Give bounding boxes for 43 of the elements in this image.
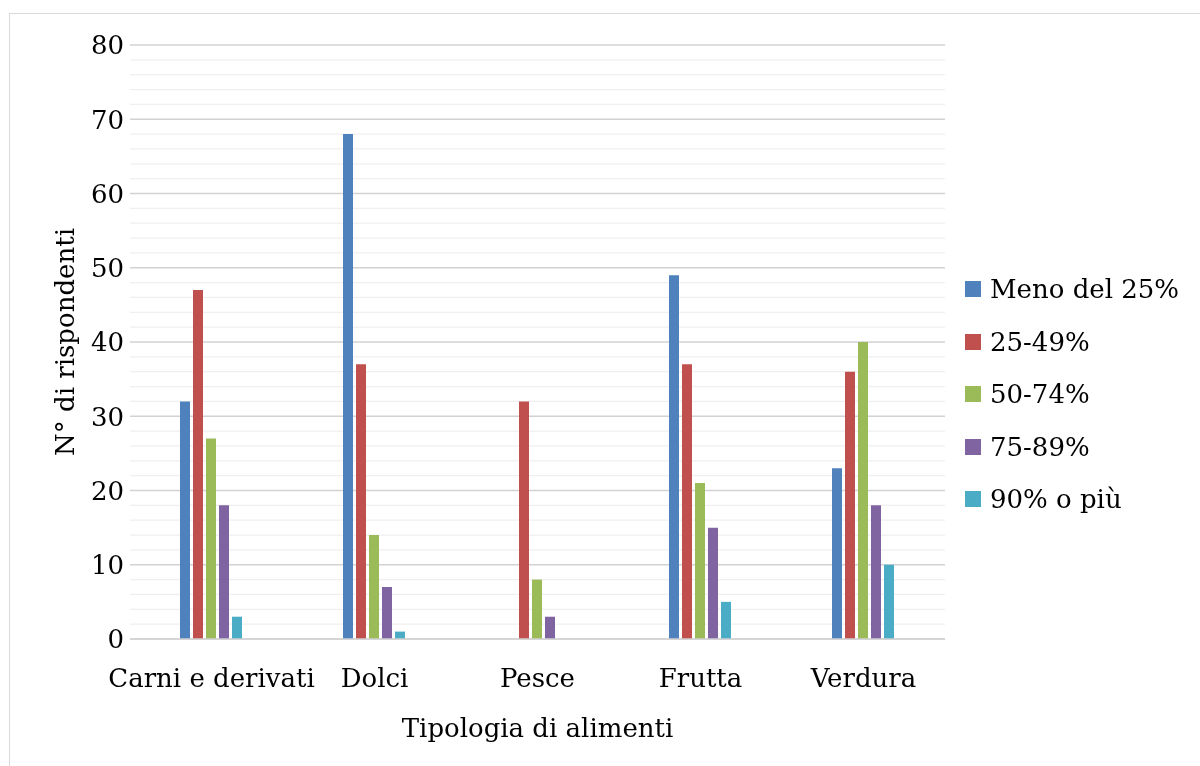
bar [832, 468, 842, 639]
bar [858, 342, 868, 639]
legend-label: 90% o più [990, 484, 1122, 515]
y-tick-label: 20 [90, 475, 124, 506]
bar [682, 364, 692, 639]
bar [532, 579, 542, 639]
y-tick-label: 0 [107, 624, 124, 655]
bar [193, 290, 203, 639]
x-axis-title: Tipologia di alimenti [401, 713, 674, 743]
bar [369, 535, 379, 639]
x-tick-label: Frutta [658, 663, 743, 694]
bar [356, 364, 366, 639]
y-tick-label: 60 [90, 178, 124, 209]
y-tick-label: 50 [90, 253, 124, 284]
bar [382, 587, 392, 639]
y-tick-label: 30 [90, 401, 124, 432]
bar [708, 527, 718, 639]
y-axis-title: N° di rispondenti [50, 228, 81, 456]
legend-label: 25-49% [990, 326, 1090, 357]
x-tick-label: Dolci [340, 663, 409, 694]
bar [884, 564, 894, 639]
bar [343, 134, 353, 639]
bar [232, 616, 242, 639]
y-tick-label: 10 [90, 550, 124, 581]
x-tick-label: Verdura [809, 663, 917, 694]
x-tick-label: Carni e derivati [108, 663, 315, 694]
bar [545, 616, 555, 639]
legend-label: Meno del 25% [990, 274, 1180, 305]
bar [180, 401, 190, 639]
bar [206, 438, 216, 639]
bar [721, 601, 731, 639]
bar [669, 275, 679, 639]
y-tick-label: 80 [90, 30, 124, 61]
bar [695, 483, 705, 639]
x-tick-label: Pesce [499, 663, 576, 694]
y-tick-label: 40 [90, 327, 124, 358]
legend-label: 75-89% [990, 431, 1090, 462]
bar [219, 505, 229, 639]
y-tick-label: 70 [90, 104, 124, 135]
legend-label: 50-74% [990, 379, 1090, 410]
bar [871, 505, 881, 639]
bar [519, 401, 529, 639]
bar [845, 371, 855, 639]
